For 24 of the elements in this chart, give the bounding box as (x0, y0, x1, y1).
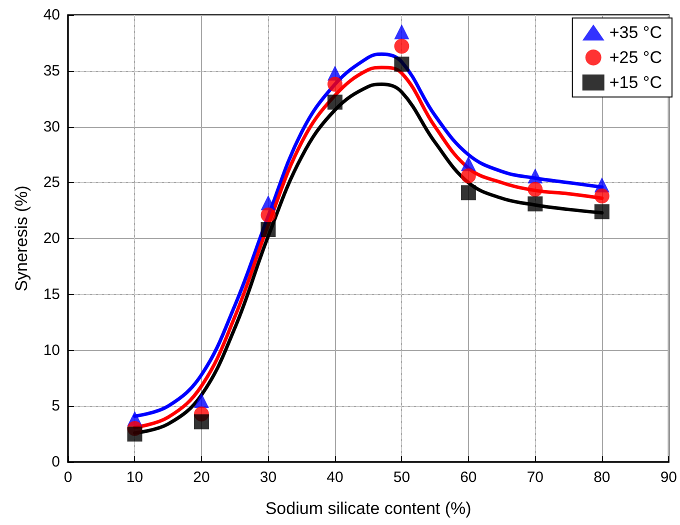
x-tick-label: 60 (460, 469, 477, 486)
x-tick-label: 70 (526, 469, 544, 486)
x-tick-label: 30 (260, 469, 277, 486)
y-axis-title: Syneresis (%) (12, 186, 31, 292)
y-tick-label: 25 (43, 174, 60, 192)
x-tick-label: 20 (193, 469, 210, 486)
x-tick-label: 90 (660, 469, 677, 486)
y-tick-label: 30 (43, 118, 60, 136)
x-tick-label: 0 (64, 469, 72, 486)
x-tick-label: 40 (326, 469, 344, 486)
x-tick-label: 50 (393, 469, 410, 486)
y-tick-label: 35 (43, 62, 60, 80)
y-tick-label: 20 (43, 230, 60, 247)
y-tick-label: 15 (43, 286, 60, 303)
y-tick-label: 5 (52, 398, 60, 415)
x-tick-label: 10 (126, 469, 144, 486)
x-axis-title: Sodium silicate content (%) (265, 499, 472, 518)
x-tick-label: 80 (594, 469, 610, 486)
y-tick-label: 0 (52, 454, 60, 470)
legend-label: +25 °C (609, 48, 662, 67)
y-tick-label: 10 (43, 342, 60, 359)
legend-label: +35 °C (609, 23, 662, 42)
legend-label: +15 °C (609, 73, 662, 92)
y-tick-label: 40 (43, 6, 60, 24)
